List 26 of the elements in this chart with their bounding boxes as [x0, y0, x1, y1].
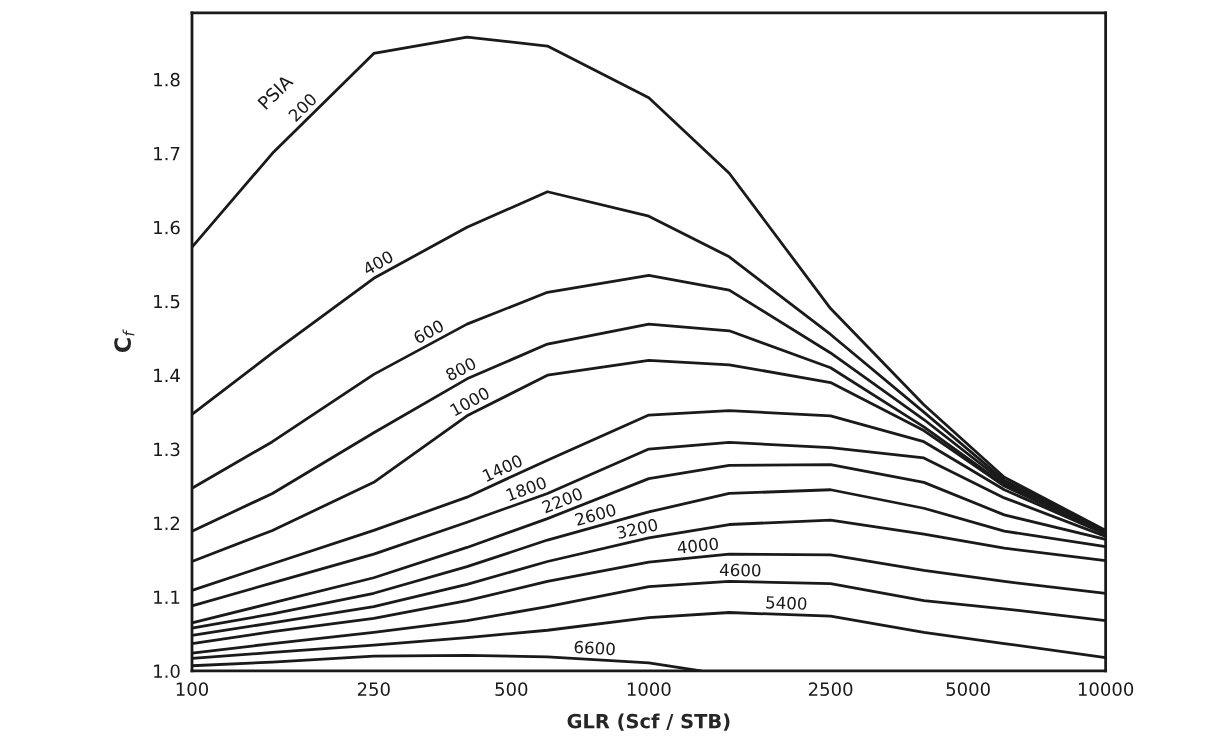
x-tick-label: 10000	[1078, 682, 1134, 697]
x-tick-label: 5000	[946, 682, 990, 697]
x-tick-label: 2500	[808, 682, 853, 697]
x-tick-label: 100	[176, 682, 209, 697]
series-label: 6600	[574, 640, 616, 656]
y-tick-label: 1.0	[154, 664, 180, 679]
x-tick-label: 500	[495, 682, 528, 697]
series-label: 5400	[766, 595, 807, 610]
y-tick-label: 1.7	[154, 147, 180, 161]
y-tick-label: 1.2	[154, 516, 180, 530]
text: 800	[444, 356, 477, 382]
y-tick-label: 1.4	[154, 368, 180, 382]
y-tick-label: 1.8	[154, 72, 180, 87]
y-tick-label: 1.5	[154, 294, 180, 309]
series-label: 4600	[719, 563, 761, 577]
x-tick-label: 1000	[627, 682, 671, 697]
text: 600	[412, 319, 445, 345]
text: 4000	[676, 537, 719, 554]
y-tick-label: 1.1	[154, 590, 180, 604]
text: 400	[361, 249, 395, 276]
x-tick-label: 250	[357, 682, 390, 697]
text: 3200	[616, 518, 659, 540]
y-axis-title: C$_{f}$	[114, 329, 135, 353]
y-tick-label: 1.3	[154, 442, 180, 457]
y-tick-label: 1.6	[154, 220, 180, 235]
x-axis-title: GLR (Scf / STB)	[567, 713, 730, 731]
